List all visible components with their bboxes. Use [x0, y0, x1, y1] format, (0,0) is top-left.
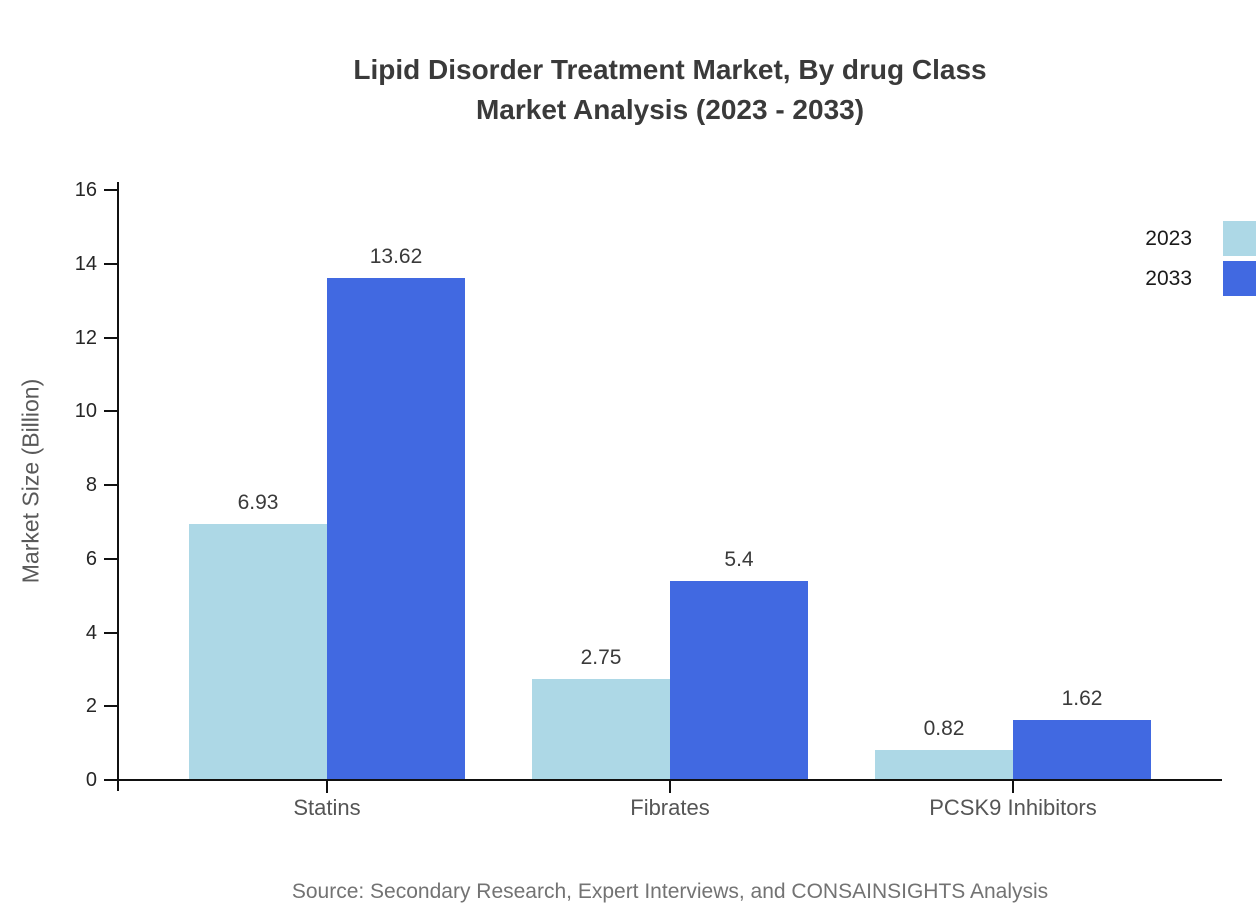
- y-tick-label: 8: [85, 474, 97, 496]
- y-tick-label: 2: [85, 695, 97, 718]
- y-tick: [104, 705, 117, 708]
- chart-title: Lipid Disorder Treatment Market, By drug…: [353, 54, 987, 125]
- y-tick: [104, 262, 117, 265]
- x-tick: [326, 781, 328, 793]
- bar-value-2033-fibrates: 5.4: [724, 548, 754, 571]
- x-category-label-fibrates: Fibrates: [630, 795, 710, 820]
- bar-value-2033-pcsk9-inhibitors: 1.62: [1061, 687, 1103, 710]
- y-axis-line: [117, 182, 119, 791]
- bar-value-2023-fibrates: 2.75: [580, 646, 622, 669]
- bar-2033-pcsk9-inhibitors: [1013, 720, 1151, 780]
- y-tick-label: 4: [85, 621, 97, 644]
- y-tick-label: 14: [74, 252, 97, 275]
- y-tick-label: 10: [74, 400, 97, 423]
- source-note: Source: Secondary Research, Expert Inter…: [291, 880, 1049, 903]
- x-tick: [669, 781, 671, 793]
- bar-2023-fibrates: [532, 679, 670, 780]
- bar-value-2033-statins: 13.62: [369, 245, 423, 268]
- legend-swatch-2023: [1223, 221, 1256, 256]
- legend-swatch-2033: [1223, 261, 1256, 296]
- x-tick: [1012, 781, 1014, 793]
- bar-value-2023-statins: 6.93: [237, 491, 279, 514]
- x-axis-line: [105, 779, 1222, 781]
- y-tick: [104, 484, 117, 486]
- legend-label-2033: 2033: [1145, 267, 1192, 290]
- legend-label-2023: 2023: [1145, 227, 1192, 250]
- y-tick: [104, 557, 117, 560]
- y-tick-label: 12: [74, 326, 97, 349]
- y-tick: [104, 631, 117, 634]
- x-category-label-pcsk9-inhibitors: PCSK9 Inhibitors: [929, 795, 1097, 820]
- x-category-label-statins: Statins: [293, 795, 361, 820]
- bar-2023-statins: [189, 524, 327, 780]
- bar-2033-fibrates: [670, 581, 808, 780]
- y-tick: [104, 189, 117, 191]
- y-tick-label: 6: [85, 547, 97, 570]
- bar-2023-pcsk9-inhibitors: [875, 750, 1013, 780]
- y-tick-label: 16: [74, 179, 97, 201]
- y-tick-label: 0: [85, 769, 97, 791]
- y-tick: [104, 336, 117, 339]
- bar-2033-statins: [327, 278, 465, 780]
- bar-value-2023-pcsk9-inhibitors: 0.82: [923, 717, 965, 740]
- y-tick: [104, 410, 117, 413]
